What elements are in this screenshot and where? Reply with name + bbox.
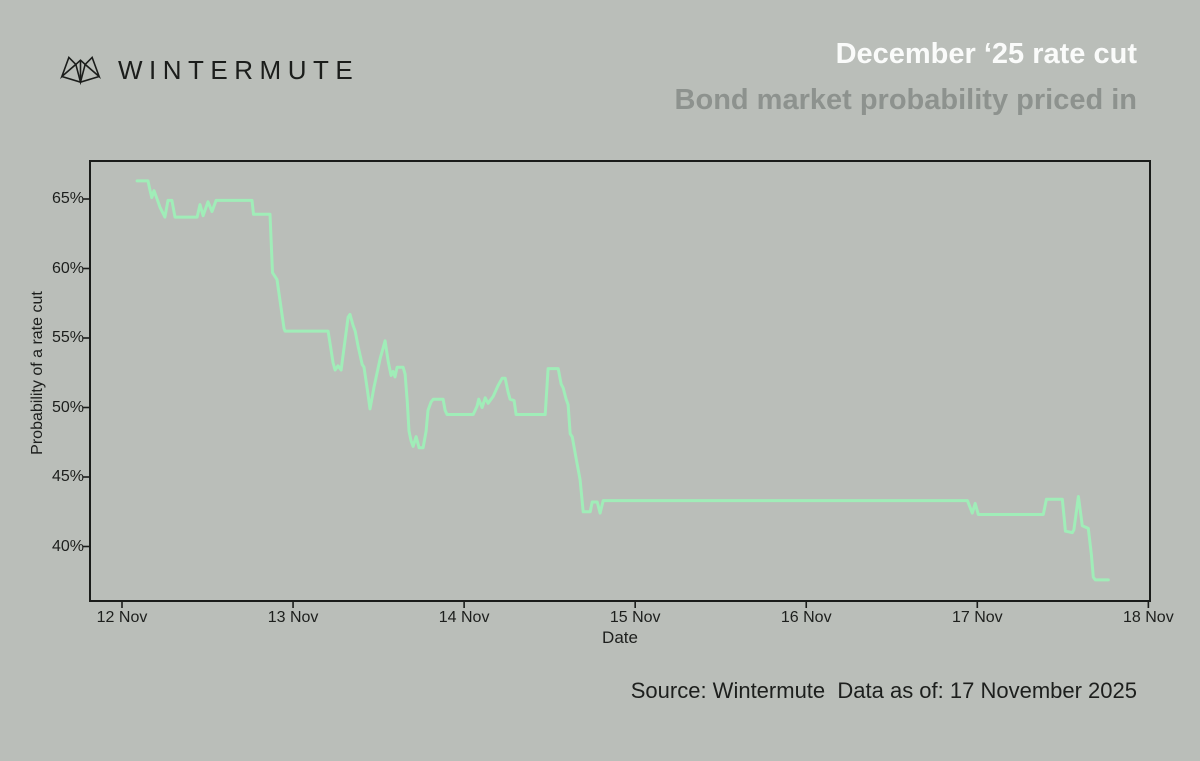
wintermute-fox-icon [60, 55, 101, 86]
probability-line-chart [83, 160, 1151, 608]
y-tick-label: 55% [51, 329, 84, 346]
y-tick-label: 65% [51, 190, 84, 207]
plot-border [89, 160, 1151, 602]
x-tick-label: 12 Nov [96, 609, 148, 626]
axis-tick-marks [83, 198, 1150, 608]
brand-name: WINTERMUTE [118, 54, 360, 85]
y-tick-label: 60% [51, 259, 84, 277]
y-tick-label: 40% [51, 537, 84, 555]
wintermute-logo: WINTERMUTE [60, 54, 359, 86]
x-tick-label: 16 Nov [780, 609, 832, 626]
y-tick-label: 45% [51, 468, 84, 485]
x-tick-label: 13 Nov [267, 609, 319, 626]
source-note: Source: Wintermute Data as of: 17 Novemb… [630, 678, 1137, 703]
x-tick-label: 14 Nov [438, 609, 490, 626]
probability-series-line [135, 179, 1110, 582]
y-axis-label: Probability of a rate cut [29, 291, 46, 455]
x-tick-label: 17 Nov [951, 609, 1003, 626]
x-axis-label: Date [602, 628, 638, 647]
chart-title: December ‘25 rate cut [835, 38, 1137, 70]
chart-subtitle: Bond market probability priced in [674, 84, 1137, 116]
x-tick-label: 15 Nov [609, 609, 661, 626]
y-tick-label: 50% [51, 398, 84, 416]
x-tick-label: 18 Nov [1123, 609, 1174, 626]
